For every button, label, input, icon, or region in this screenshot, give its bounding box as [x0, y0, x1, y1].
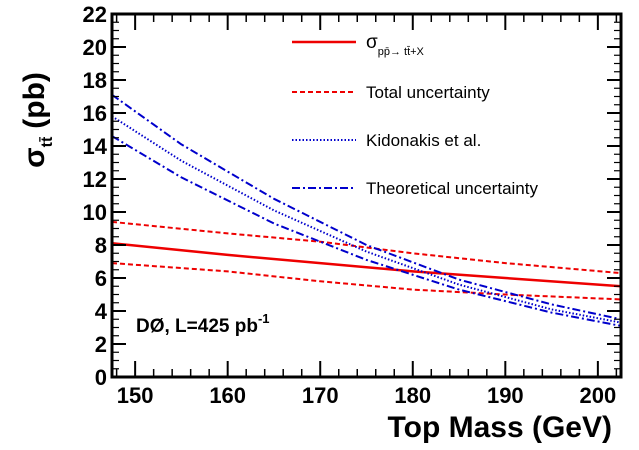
- x-tick-label: 150: [117, 383, 154, 408]
- y-axis-title-unit: (pb): [18, 72, 51, 129]
- x-tick-label: 170: [302, 383, 339, 408]
- y-tick-label: 18: [83, 68, 107, 93]
- axis-ticks: [112, 13, 621, 378]
- y-axis-title: σtt̄ (pb): [18, 72, 56, 168]
- svg-text:σtt̄(pb): σtt̄ (pb): [18, 72, 56, 168]
- x-tick-label: 190: [487, 383, 524, 408]
- y-tick-label: 6: [95, 266, 107, 291]
- legend-label: σpp̄→ tt̄+X: [366, 32, 425, 58]
- legend-label: Total uncertainty: [366, 83, 490, 102]
- series-line-0: [111, 242, 622, 288]
- tick-labels: 150 160 170 180 190 200 0 2 4 6 8 10 12 14 16 18 20 22: [83, 2, 617, 408]
- x-axis-title: Top Mass (GeV): [388, 411, 612, 444]
- y-axis-title-symbol: σ: [18, 147, 51, 168]
- luminosity-annotation: DØ, L=425 pb-1: [136, 311, 270, 337]
- series-line-5: [111, 135, 622, 327]
- y-tick-label: 14: [83, 134, 108, 159]
- y-tick-label: 12: [83, 167, 107, 192]
- series-line-2: [111, 262, 622, 301]
- x-tick-label: 160: [209, 383, 246, 408]
- legend: σpp̄→ tt̄+X Total uncertainty Kidonakis et…: [292, 32, 538, 198]
- y-tick-label: 16: [83, 101, 107, 126]
- y-tick-label: 8: [95, 233, 107, 258]
- legend-label: Theoretical uncertainty: [366, 179, 538, 198]
- y-tick-label: 20: [83, 35, 107, 60]
- x-tick-label: 180: [394, 383, 431, 408]
- curves: [111, 93, 622, 327]
- y-tick-label: 4: [95, 299, 108, 324]
- series-line-1: [111, 220, 622, 275]
- y-tick-label: 10: [83, 200, 107, 225]
- y-axis-title-subscript: tt̄: [38, 136, 56, 147]
- y-tick-label: 0: [95, 365, 107, 390]
- x-tick-label: 200: [580, 383, 617, 408]
- legend-label: Kidonakis et al.: [366, 131, 481, 150]
- y-tick-label: 22: [83, 2, 107, 27]
- series-line-4: [111, 93, 622, 321]
- y-tick-label: 2: [95, 332, 107, 357]
